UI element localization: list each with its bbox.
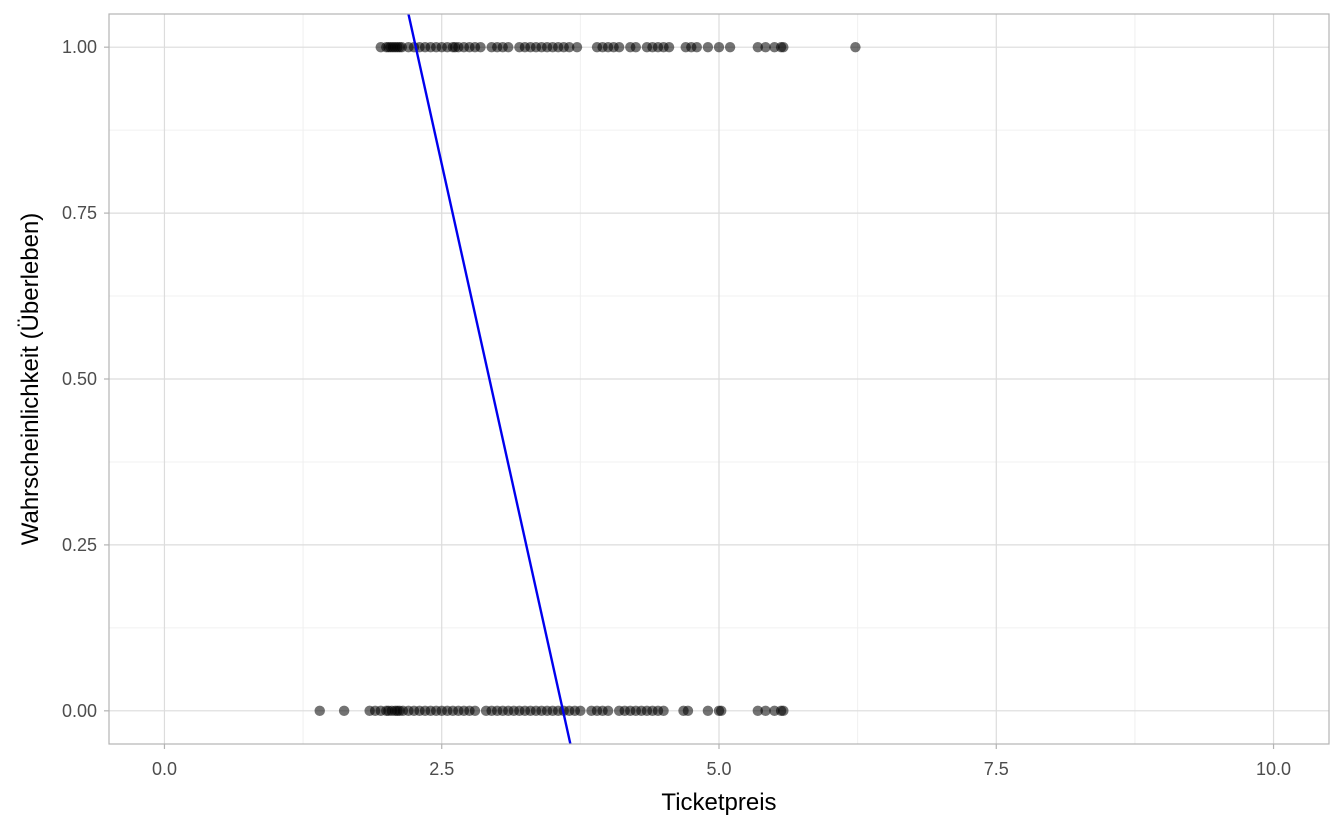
x-axis-title: Ticketpreis bbox=[661, 789, 776, 816]
x-tick-label: 2.5 bbox=[429, 759, 454, 779]
data-point bbox=[663, 41, 675, 53]
data-point bbox=[602, 705, 614, 717]
x-tick-label: 0.0 bbox=[152, 759, 177, 779]
y-axis-ticks: 0.00 0.25 0.50 0.75 1.00 bbox=[62, 37, 109, 721]
data-point bbox=[658, 705, 669, 717]
data-point bbox=[778, 41, 789, 53]
x-tick-label: 5.0 bbox=[706, 759, 731, 779]
data-marks bbox=[314, 41, 861, 717]
data-point bbox=[752, 41, 764, 53]
y-tick-label: 0.00 bbox=[62, 701, 97, 721]
data-point bbox=[850, 41, 861, 53]
data-point bbox=[724, 41, 736, 53]
fit-line bbox=[407, 13, 572, 745]
data-point bbox=[702, 705, 714, 717]
y-tick-label: 0.25 bbox=[62, 535, 97, 555]
data-point bbox=[778, 705, 789, 717]
y-tick-label: 1.00 bbox=[62, 37, 97, 57]
data-point bbox=[702, 41, 714, 53]
data-point bbox=[475, 41, 486, 53]
data-point bbox=[575, 705, 586, 717]
data-point bbox=[613, 41, 625, 53]
data-point bbox=[760, 41, 771, 53]
y-tick-label: 0.75 bbox=[62, 203, 97, 223]
data-point bbox=[752, 705, 764, 717]
data-point bbox=[564, 41, 575, 53]
data-point bbox=[314, 705, 325, 717]
data-point bbox=[691, 41, 703, 53]
data-point bbox=[630, 41, 642, 53]
data-point bbox=[469, 705, 481, 717]
fit-line-group bbox=[407, 13, 572, 745]
data-point bbox=[716, 705, 727, 717]
data-point bbox=[760, 705, 771, 717]
data-point bbox=[338, 705, 350, 717]
data-point bbox=[503, 41, 514, 53]
y-axis-title: Wahrscheinlichkeit (Überleben) bbox=[17, 213, 44, 546]
data-point bbox=[713, 41, 725, 53]
data-point bbox=[682, 705, 694, 717]
y-tick-label: 0.50 bbox=[62, 369, 97, 389]
x-tick-label: 10.0 bbox=[1256, 759, 1291, 779]
x-tick-label: 7.5 bbox=[984, 759, 1009, 779]
x-axis-ticks: 0.0 2.5 5.0 7.5 10.0 bbox=[152, 744, 1291, 779]
data-point bbox=[571, 41, 583, 53]
